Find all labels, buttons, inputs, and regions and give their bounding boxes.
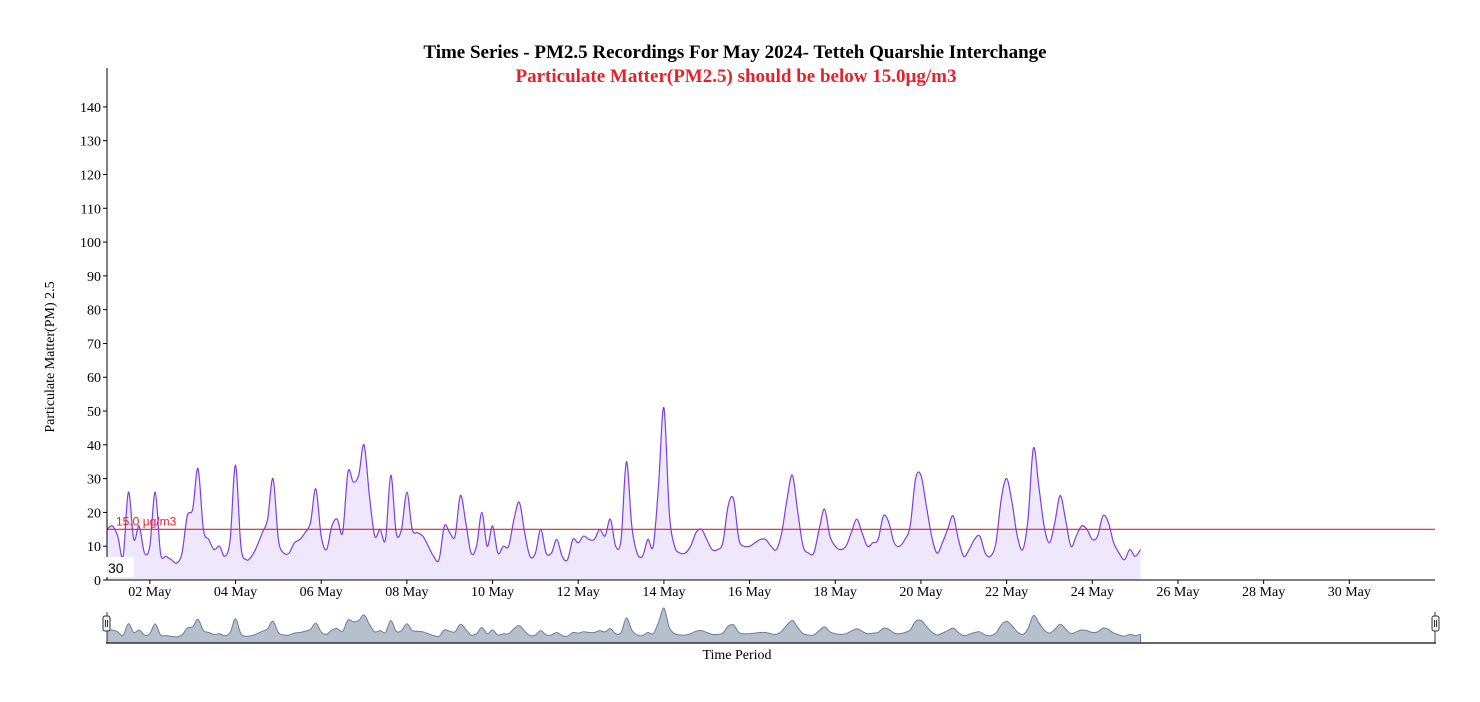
y-tick-label: 30: [87, 473, 101, 488]
y-tick-label: 90: [87, 270, 101, 285]
y-tick-label: 60: [87, 371, 101, 386]
x-tick-label: 24 May: [1071, 585, 1114, 600]
x-tick-label: 14 May: [642, 585, 685, 600]
y-tick-label: 140: [80, 101, 101, 116]
navigator-area: [106, 607, 1141, 644]
chart-title: Time Series - PM2.5 Recordings For May 2…: [423, 42, 1046, 63]
x-tick-label: 16 May: [728, 585, 771, 600]
hover-readout-value: 30: [108, 560, 124, 576]
y-axis: 0 10 20 30 40 50 60 70 80 90 100 110 120 130 140: [80, 68, 108, 589]
y-tick-label: 100: [80, 236, 101, 251]
y-tick-label: 70: [87, 337, 101, 352]
x-tick-label: 18 May: [814, 585, 857, 600]
x-tick-label: 30 May: [1328, 585, 1371, 600]
chart-subtitle: Particulate Matter(PM2.5) should be belo…: [515, 66, 956, 87]
y-tick-label: 20: [87, 506, 101, 521]
y-tick-label: 120: [80, 168, 101, 183]
x-tick-label: 04 May: [214, 585, 257, 600]
y-tick-label: 40: [87, 439, 101, 454]
hover-readout: 30: [104, 557, 134, 577]
y-axis-title: Particulate Matter(PM) 2.5: [43, 281, 58, 432]
y-tick-label: 110: [81, 202, 101, 217]
y-tick-label: 0: [94, 574, 101, 589]
x-tick-label: 26 May: [1156, 585, 1199, 600]
reference-line-label: 15.0 µg/m3: [116, 514, 177, 528]
x-tick-label: 20 May: [899, 585, 942, 600]
x-tick-label: 12 May: [557, 585, 600, 600]
x-tick-label: 08 May: [385, 585, 428, 600]
y-tick-label: 10: [87, 540, 101, 555]
y-tick-label: 80: [87, 304, 101, 319]
series-area: [107, 407, 1141, 580]
x-tick-label: 28 May: [1242, 585, 1285, 600]
y-tick-label: 130: [80, 135, 101, 150]
navigator-left-handle[interactable]: [102, 615, 111, 632]
navigator-right-handle[interactable]: [1431, 615, 1440, 632]
series-line: [106, 407, 1141, 564]
range-navigator[interactable]: [102, 607, 1440, 644]
x-axis-title: Time Period: [702, 648, 771, 663]
x-tick-label: 10 May: [471, 585, 514, 600]
x-axis: 02 May 04 May 06 May 08 May 10 May 12 May 14 M…: [107, 579, 1435, 600]
x-tick-label: 22 May: [985, 585, 1028, 600]
plot-area[interactable]: 15.0 µg/m3: [106, 407, 1435, 580]
x-tick-label: 02 May: [128, 585, 171, 600]
y-tick-label: 50: [87, 405, 101, 420]
x-tick-label: 06 May: [300, 585, 343, 600]
